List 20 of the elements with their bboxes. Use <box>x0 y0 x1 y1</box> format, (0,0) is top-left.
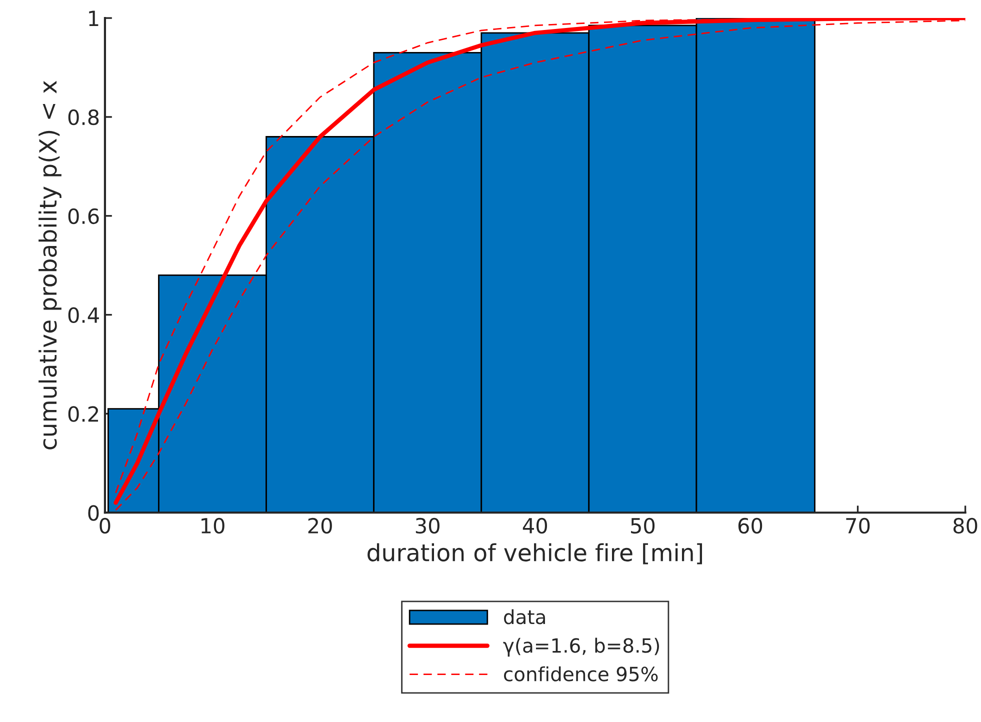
x-tick-label: 50 <box>631 518 655 534</box>
y-tick-label: 0.8 <box>68 109 99 126</box>
x-tick-label: 0 <box>100 518 110 534</box>
y-axis-title: cumulative probability p(X) < x <box>38 80 62 450</box>
y-tick-label: 0.4 <box>68 307 99 324</box>
legend-label: γ(a=1.6, b=8.5) <box>503 638 659 657</box>
legend-label: confidence 95% <box>504 666 658 682</box>
x-tick-label: 20 <box>308 518 332 534</box>
x-tick-label: 60 <box>738 518 762 534</box>
x-tick-label: 40 <box>522 518 548 534</box>
y-tick-label: 0.2 <box>68 406 98 422</box>
legend-label: data <box>504 609 545 624</box>
x-axis-title: duration of vehicle fire [min] <box>368 543 702 564</box>
y-tick-label: 1 <box>89 10 98 26</box>
x-tick-label: 80 <box>953 518 978 534</box>
x-tick-label: 70 <box>846 518 870 534</box>
x-tick-label: 10 <box>202 518 224 534</box>
x-tick-label: 30 <box>416 518 440 534</box>
y-tick-label: 0.6 <box>68 208 99 224</box>
y-tick-label: 0 <box>88 505 99 521</box>
